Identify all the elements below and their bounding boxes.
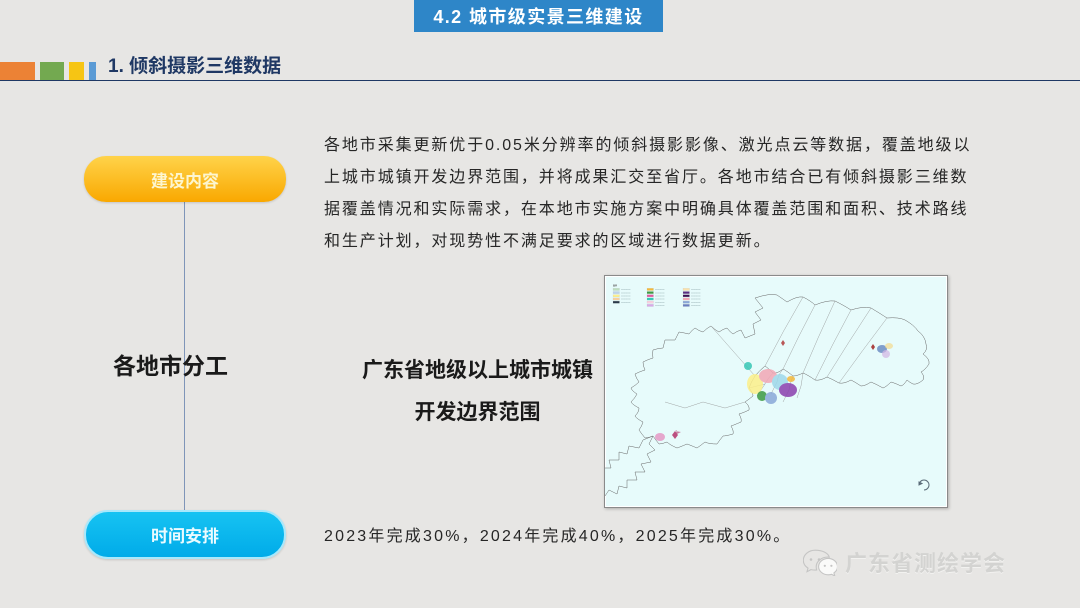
svg-text:xxxxxxxxxx: xxxxxxxxxx bbox=[691, 305, 701, 307]
svg-text:xxxxxxxxxx: xxxxxxxxxx bbox=[655, 302, 665, 304]
svg-text:xxxxxxxxxx: xxxxxxxxxx bbox=[621, 292, 631, 294]
svg-text:xxxxxxxxxx: xxxxxxxxxx bbox=[691, 296, 701, 298]
svg-text:xxxxxxxxxx: xxxxxxxxxx bbox=[655, 296, 665, 298]
svg-text:xxxxxxxxxx: xxxxxxxxxx bbox=[691, 289, 701, 291]
svg-text:xxxxxxxxxx: xxxxxxxxxx bbox=[691, 302, 701, 304]
svg-text:xxxxxxxxxx: xxxxxxxxxx bbox=[691, 299, 701, 301]
svg-text:xxxxxxxxxx: xxxxxxxxxx bbox=[691, 292, 701, 294]
svg-text:xxxxxxxxxx: xxxxxxxxxx bbox=[621, 299, 631, 301]
svg-text:xxxxxxxxxx: xxxxxxxxxx bbox=[621, 302, 631, 304]
svg-text:xxxxxxxxxx: xxxxxxxxxx bbox=[655, 299, 665, 301]
svg-text:xxxxxxxxxx: xxxxxxxxxx bbox=[621, 296, 631, 298]
svg-text:xxxxxxxxxx: xxxxxxxxxx bbox=[621, 289, 631, 291]
svg-text:xxxxxxxxxx: xxxxxxxxxx bbox=[655, 289, 665, 291]
svg-text:xxxxxxxxxx: xxxxxxxxxx bbox=[655, 305, 665, 307]
svg-text:xxxxxxxxxx: xxxxxxxxxx bbox=[655, 292, 665, 294]
svg-text:图例: 图例 bbox=[613, 283, 617, 287]
